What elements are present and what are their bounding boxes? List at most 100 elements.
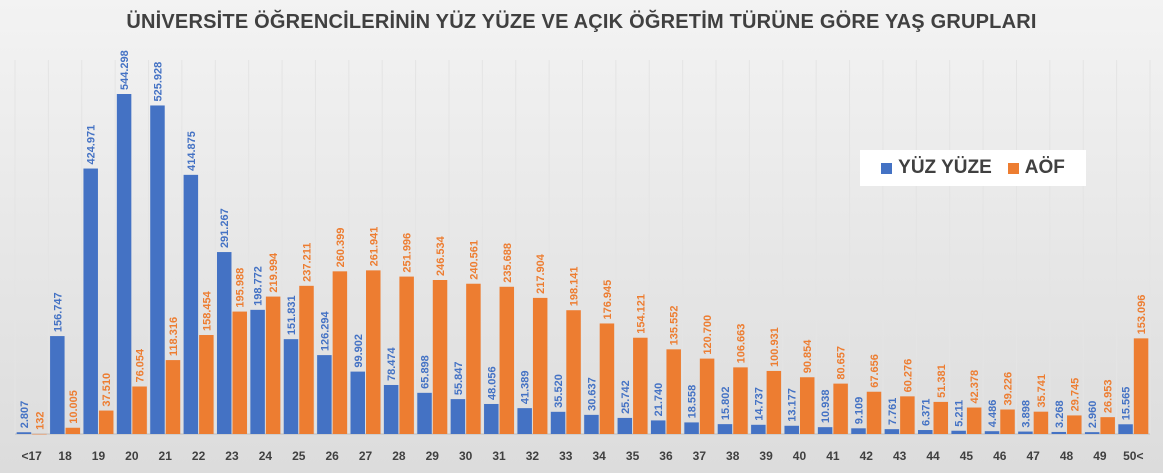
data-label-yuz-yuze: 3.898	[1020, 400, 1032, 428]
x-tick-label: 36	[659, 449, 673, 463]
bar-aof	[232, 311, 247, 434]
bar-aof	[132, 386, 147, 434]
data-label-yuz-yuze: 30.637	[586, 377, 598, 411]
bar-aof	[766, 370, 782, 434]
bar-yuz-yuze	[216, 252, 232, 434]
data-label-aof: 246.534	[435, 235, 447, 276]
data-label-aof: 35.741	[1036, 374, 1048, 408]
data-label-aof: 132	[34, 412, 46, 430]
data-label-yuz-yuze: 35.520	[553, 374, 565, 408]
bar-yuz-yuze	[484, 403, 499, 434]
bar-aof	[833, 383, 848, 434]
data-label-yuz-yuze: 6.371	[920, 398, 932, 426]
x-tick-label: 35	[626, 449, 640, 463]
data-label-yuz-yuze: 99.902	[353, 334, 365, 368]
bar-aof	[666, 349, 681, 434]
bar-yuz-yuze	[784, 425, 799, 434]
data-label-aof: 198.141	[569, 266, 581, 306]
data-label-aof: 195.988	[235, 268, 247, 308]
x-tick-label: 40	[793, 449, 807, 463]
data-label-yuz-yuze: 48.056	[486, 366, 498, 400]
bar-aof	[299, 285, 314, 434]
x-tick-label: 45	[960, 449, 974, 463]
data-label-yuz-yuze: 13.177	[787, 388, 799, 422]
x-tick-label: 19	[92, 449, 106, 463]
bar-yuz-yuze	[851, 428, 866, 434]
data-label-aof: 240.561	[468, 240, 480, 280]
x-tick-label: 37	[693, 449, 707, 463]
data-label-yuz-yuze: 126.294	[319, 310, 331, 351]
x-tick-label: 43	[893, 449, 907, 463]
data-label-aof: 176.945	[602, 280, 614, 320]
bar-yuz-yuze	[50, 336, 65, 434]
data-label-yuz-yuze: 414.875	[186, 131, 198, 171]
x-tick-label: 30	[459, 449, 473, 463]
bar-aof	[1000, 409, 1015, 434]
bar-aof	[32, 433, 47, 435]
data-label-yuz-yuze: 15.565	[1121, 387, 1133, 421]
data-label-yuz-yuze: 5.211	[954, 400, 966, 427]
x-tick-label: 26	[325, 449, 339, 463]
x-tick-label: 28	[392, 449, 406, 463]
bar-aof	[165, 360, 181, 434]
x-tick-label: 44	[926, 449, 940, 463]
bar-aof	[466, 283, 481, 434]
data-label-aof: 260.399	[335, 228, 347, 268]
bar-aof	[265, 296, 281, 434]
data-label-aof: 51.381	[936, 364, 948, 398]
data-label-aof: 90.854	[802, 339, 814, 374]
bar-aof	[65, 427, 81, 434]
x-tick-label: 46	[993, 449, 1007, 463]
legend-entry-yuz-yuze: YÜZ YÜZE	[881, 157, 992, 179]
data-label-aof: 76.054	[135, 348, 147, 383]
data-label-yuz-yuze: 9.109	[854, 397, 866, 425]
bar-yuz-yuze	[717, 424, 733, 434]
x-tick-label: 22	[192, 449, 206, 463]
bar-yuz-yuze	[383, 384, 399, 434]
data-label-yuz-yuze: 15.802	[720, 386, 732, 420]
bar-aof	[1067, 415, 1082, 434]
bar-aof	[1100, 417, 1115, 434]
data-label-yuz-yuze: 18.558	[687, 385, 699, 419]
data-label-yuz-yuze: 41.389	[520, 370, 532, 404]
bar-yuz-yuze	[584, 414, 599, 434]
data-label-aof: 10.005	[68, 390, 80, 424]
bar-yuz-yuze	[183, 174, 199, 434]
x-tick-label: 27	[359, 449, 373, 463]
x-tick-label: 38	[726, 449, 740, 463]
bar-yuz-yuze	[350, 371, 366, 434]
bar-aof	[399, 276, 414, 434]
bar-aof	[699, 358, 715, 434]
data-label-aof: 135.552	[669, 306, 681, 346]
bar-yuz-yuze	[550, 411, 566, 434]
data-label-aof: 106.663	[735, 324, 747, 364]
bar-yuz-yuze	[951, 430, 966, 434]
bar-aof	[1133, 338, 1149, 434]
bar-aof	[366, 270, 381, 434]
data-label-yuz-yuze: 291.267	[219, 208, 231, 248]
data-label-aof: 67.656	[869, 354, 881, 388]
x-tick-label: 33	[559, 449, 573, 463]
data-label-yuz-yuze: 198.772	[253, 266, 265, 306]
data-label-yuz-yuze: 14.737	[753, 387, 765, 421]
data-label-aof: 120.700	[702, 315, 714, 355]
bar-yuz-yuze	[450, 399, 466, 434]
x-tick-label: 25	[292, 449, 306, 463]
bar-aof	[733, 367, 748, 434]
data-label-aof: 154.121	[635, 294, 647, 334]
bar-yuz-yuze	[617, 417, 633, 434]
bar-yuz-yuze	[150, 105, 165, 434]
bar-aof	[599, 323, 615, 434]
bar-aof	[966, 407, 982, 434]
legend-label-aof: AÖF	[1024, 157, 1065, 178]
x-tick-label: 21	[159, 449, 173, 463]
x-tick-label: 24	[259, 449, 273, 463]
bar-yuz-yuze	[1051, 431, 1067, 434]
bar-aof	[866, 391, 882, 434]
data-label-aof: 100.931	[769, 327, 781, 367]
x-tick-label: 39	[759, 449, 773, 463]
data-label-aof: 60.276	[902, 359, 914, 393]
data-label-aof: 118.316	[168, 317, 180, 356]
bar-yuz-yuze	[517, 408, 532, 434]
